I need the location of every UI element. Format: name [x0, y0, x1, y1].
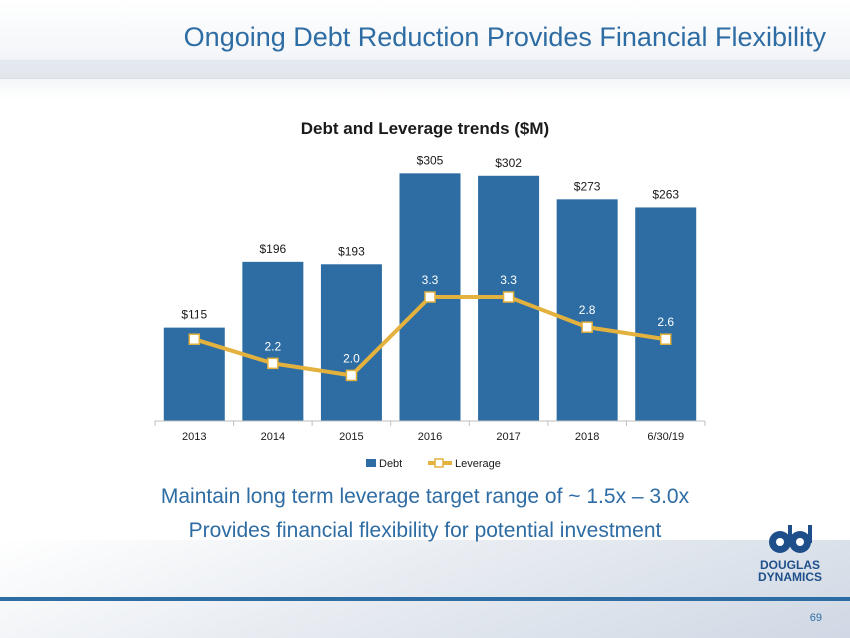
leverage-data-label: 2.0 [343, 351, 360, 365]
debt-data-label: $115 [181, 308, 207, 322]
debt-data-label: $302 [495, 156, 522, 170]
x-tick-label: 2014 [261, 431, 285, 443]
leverage-point-2016 [424, 291, 436, 303]
leverage-data-label: 2.6 [657, 315, 674, 329]
leverage-point-2014 [267, 357, 279, 370]
leverage-point-2017 [502, 291, 515, 303]
x-tick-label: 2013 [182, 431, 206, 443]
leverage-point-2013 [188, 333, 201, 345]
legend-debt-swatch [366, 459, 376, 467]
legend-leverage-label: Leverage [455, 458, 501, 470]
legend-leverage-marker [434, 458, 444, 468]
leverage-point-2015 [345, 369, 358, 382]
debt-data-label: $193 [338, 244, 365, 258]
leverage-point-2018 [581, 321, 593, 333]
debt-bar-2018 [556, 199, 618, 421]
chart-title: Debt and Leverage trends ($M) [300, 119, 550, 138]
bullet-leverage-target: Maintain long term leverage target range… [160, 485, 690, 508]
leverage-data-label: 3.3 [500, 273, 517, 287]
leverage-point-6-30-19 [659, 333, 672, 345]
debt-data-label: $196 [260, 242, 287, 256]
leverage-data-label: 3.3 [422, 273, 439, 287]
x-tick-label: 2018 [575, 431, 599, 443]
debt-data-label: $273 [574, 179, 601, 193]
bullet-financial-flexibility: Provides financial flexibility for poten… [188, 519, 662, 542]
leverage-data-label: 2.8 [579, 303, 596, 317]
leverage-data-label: 2.6 [186, 315, 203, 329]
debt-data-label: $263 [652, 187, 679, 201]
x-tick-label: 2016 [418, 431, 442, 443]
debt-data-label: $305 [417, 153, 444, 167]
page-title: Ongoing Debt Reduction Provides Financia… [183, 22, 826, 52]
debt-bar-2015 [320, 264, 382, 421]
x-tick-label: 2015 [339, 431, 363, 443]
footer-rule [0, 597, 850, 601]
x-tick-label: 2017 [496, 431, 520, 443]
debt-bar-2014 [242, 261, 304, 421]
logo-text-line2: DYNAMICS [757, 570, 822, 584]
header-decoration [0, 60, 850, 100]
page-number: 69 [809, 612, 822, 624]
debt-leverage-chart: $115 $196 $193 $305 $302 $273 $263 2013 2014 2015… [154, 153, 706, 470]
debt-bar-6-30-19 [635, 207, 697, 421]
bottom-decoration [0, 540, 850, 638]
leverage-data-label: 2.2 [265, 339, 282, 353]
x-tick-label: 6/30/19 [647, 431, 684, 443]
logo-text-line1: DOUGLAS [760, 558, 820, 572]
legend-debt-label: Debt [379, 458, 402, 470]
douglas-dynamics-logo: DOUGLAS DYNAMICS [752, 525, 828, 587]
logo-mark-icon [769, 525, 812, 553]
